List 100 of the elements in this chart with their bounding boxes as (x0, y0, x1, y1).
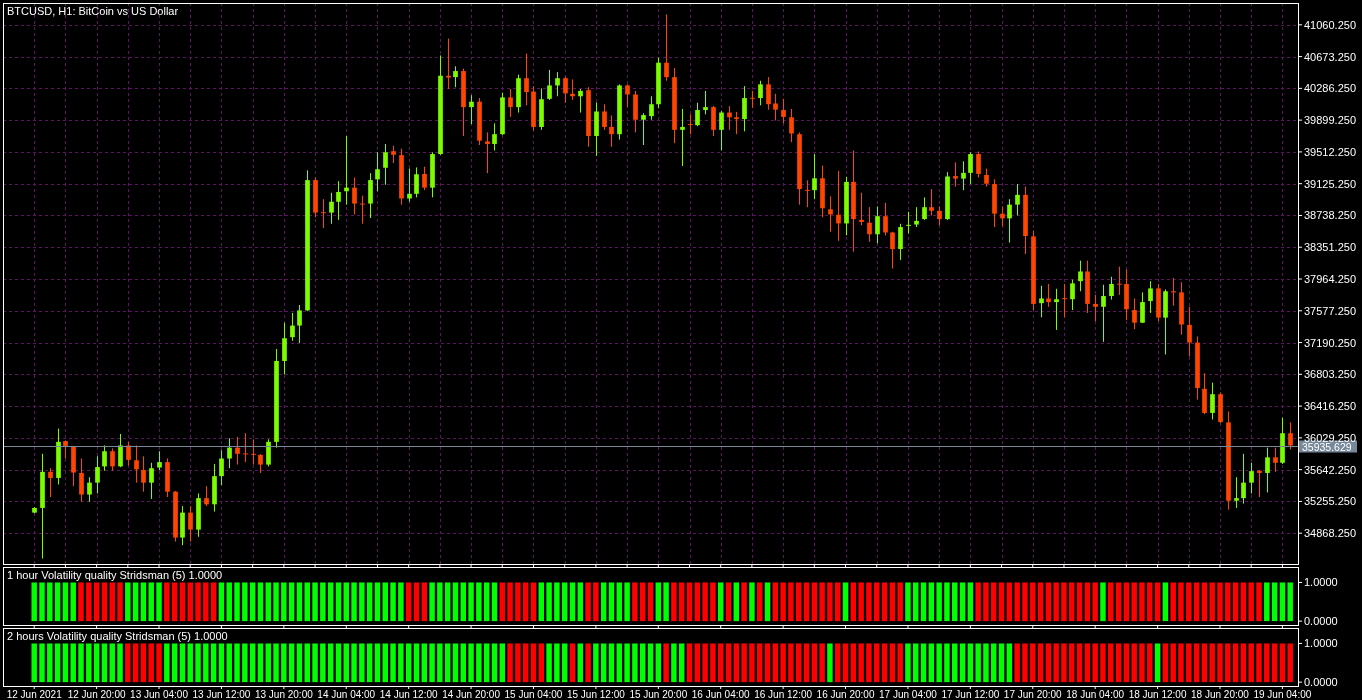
candlestick (828, 195, 833, 233)
y-tick-label: 1.0000 (1304, 576, 1338, 589)
candlestick (1054, 288, 1059, 331)
candlestick (375, 151, 380, 192)
x-tick-label: 18 Jun 20:00 (1191, 689, 1250, 700)
x-tick-label: 13 Jun 20:00 (254, 689, 314, 700)
y-tick-label: 0.0000 (1304, 615, 1338, 628)
candlestick (805, 179, 810, 208)
y-tick-label: 37577.250 (1304, 304, 1356, 317)
candlestick (976, 151, 981, 179)
y-tick-label: 34868.250 (1304, 527, 1356, 540)
candlestick (1148, 280, 1153, 314)
candlestick (282, 322, 287, 375)
x-tick-label: 17 Jun 20:00 (1003, 689, 1063, 700)
candlestick (1140, 291, 1145, 324)
candlestick (961, 160, 966, 191)
candlestick (188, 505, 193, 542)
candlestick (773, 93, 778, 121)
y-tick-label: 0.0000 (1304, 676, 1338, 689)
y-tick-label: 38738.250 (1304, 209, 1356, 222)
y-tick-label: 36029.250 (1304, 431, 1356, 444)
candlestick (766, 76, 771, 111)
candlestick (563, 75, 568, 104)
candlestick (469, 94, 474, 125)
candlestick (625, 83, 630, 108)
candlestick (219, 449, 224, 486)
candlestick (258, 453, 263, 474)
candlestick (883, 202, 888, 236)
candlestick (134, 444, 139, 484)
chart-title: 2 hours Volatility quality Stridsman (5) 1.0000 (7, 630, 228, 642)
y-tick-label: 39512.250 (1304, 145, 1356, 158)
candlestick (812, 153, 817, 200)
x-tick-label: 18 Jun 04:00 (1066, 689, 1125, 700)
candlestick (251, 438, 256, 466)
candlestick (1101, 284, 1106, 343)
candlestick (1039, 285, 1044, 318)
candlestick (383, 143, 388, 186)
candlestick (1241, 453, 1246, 505)
y-tick-label: 36803.250 (1304, 368, 1356, 381)
candlestick (63, 439, 68, 459)
candlestick (1273, 447, 1278, 473)
candlestick (609, 114, 614, 148)
candlestick (1117, 266, 1122, 296)
y-tick-label: 41060.250 (1304, 18, 1356, 31)
candlestick (890, 231, 895, 270)
candlestick (602, 103, 607, 131)
candlestick (227, 437, 232, 469)
y-tick-label: 37964.250 (1304, 273, 1356, 285)
candlestick (266, 438, 271, 467)
candlestick (1062, 283, 1067, 318)
candlestick (1093, 294, 1098, 322)
candlestick (48, 467, 53, 498)
candlestick (1078, 260, 1083, 292)
candlestick (290, 312, 295, 342)
candlestick (953, 161, 958, 188)
candlestick (126, 441, 131, 467)
candlestick (649, 95, 654, 121)
candlestick (898, 223, 903, 261)
candlestick (875, 205, 880, 244)
candlestick (110, 447, 115, 472)
candlestick (360, 195, 365, 225)
y-tick-label: 35642.250 (1304, 463, 1356, 476)
x-tick-label: 14 Jun 12:00 (379, 689, 439, 700)
candlestick (1109, 276, 1114, 301)
candlestick (906, 211, 911, 235)
candlestick (1234, 476, 1239, 509)
candlestick (781, 98, 786, 124)
candlestick (984, 168, 989, 188)
y-tick-label: 37190.250 (1304, 336, 1356, 349)
candlestick (336, 180, 341, 221)
x-tick-label: 15 Jun 04:00 (504, 689, 563, 700)
candlestick (149, 462, 154, 500)
x-tick-label: 15 Jun 20:00 (629, 689, 688, 700)
x-tick-label: 15 Jun 12:00 (566, 689, 626, 700)
candlestick (1171, 277, 1176, 307)
x-tick-label: 17 Jun 04:00 (879, 689, 938, 700)
candlestick (1257, 469, 1262, 498)
candlestick (321, 198, 326, 229)
y-tick-label: 40286.250 (1304, 82, 1356, 95)
candlestick (922, 196, 927, 221)
x-tick-label: 12 Jun 2021 (6, 689, 63, 700)
candlestick (235, 436, 240, 466)
candlestick (446, 38, 451, 90)
y-tick-label: 35255.250 (1304, 495, 1356, 508)
candlestick (1187, 306, 1192, 357)
candlestick (1000, 205, 1005, 227)
y-tick-label: 38351.250 (1304, 241, 1356, 254)
candlestick (492, 122, 497, 151)
y-tick-label: 39125.250 (1304, 177, 1356, 190)
candlestick (141, 455, 146, 493)
x-tick-label: 16 Jun 04:00 (691, 689, 751, 700)
candlestick (680, 108, 685, 167)
candlestick (524, 53, 529, 106)
candlestick (1249, 462, 1254, 494)
candlestick (368, 172, 373, 219)
candlestick (1007, 198, 1012, 244)
candlestick (453, 65, 458, 88)
candlestick (102, 444, 107, 472)
candlestick (118, 433, 123, 468)
chart-title: BTCUSD, H1: BitCoin vs US Dollar (7, 5, 179, 17)
